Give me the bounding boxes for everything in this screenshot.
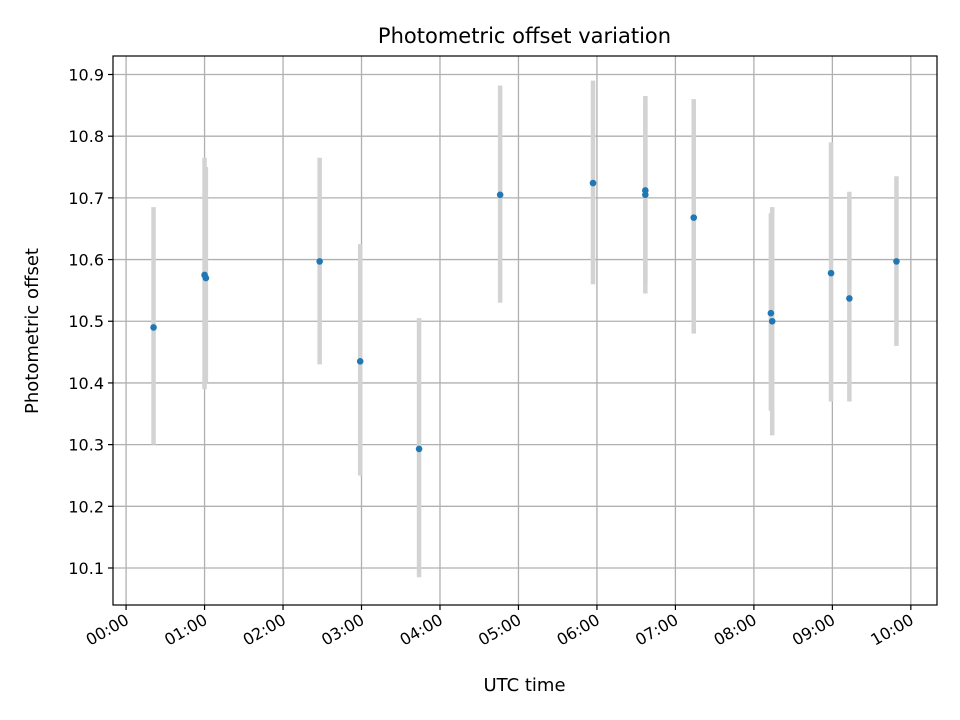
plot-frame [112,55,938,606]
data-point [767,309,775,317]
data-point [642,191,649,199]
x-tick-label: 04:00 [397,610,446,650]
x-tick-label: 09:00 [789,610,838,650]
x-tick-label: 00:00 [83,610,132,650]
x-axis-label: UTC time [483,675,565,696]
data-point [768,317,776,325]
y-tick-label: 10.7 [68,189,104,208]
y-tick-label: 10.2 [68,497,104,516]
x-tick-label: 06:00 [554,610,603,650]
x-tick-label: 07:00 [632,610,681,650]
y-tick-label: 10.6 [68,251,104,270]
data-point [690,214,698,221]
x-tick-label: 05:00 [475,610,524,650]
data-point [827,269,835,277]
y-tick-label: 10.3 [68,436,104,455]
x-tick-label: 03:00 [318,610,367,650]
x-tick-label: 08:00 [710,610,759,650]
data-point [356,358,364,365]
data-point [415,445,423,453]
x-tick-label: 02:00 [240,610,289,650]
data-point [846,295,853,302]
data-point [893,258,900,265]
data-points [150,179,900,453]
x-tick-label: 01:00 [161,610,210,650]
y-tick-label: 10.1 [68,559,104,578]
x-axis-ticks: 00:00 01:00 02:00 03:00 04:00 05:00 06:00 07:00… [83,605,917,650]
chart-title: Photometric offset variation [378,24,671,48]
y-axis-ticks: 10.1 10.2 10.3 10.4 10.5 10.6 10.7 10.8 10.9 [68,66,113,578]
y-tick-label: 10.4 [68,374,104,393]
data-point [496,191,504,199]
data-point [316,258,323,265]
data-point [150,324,157,331]
data-point [202,274,210,282]
error-bars [151,80,899,578]
grid [113,56,937,605]
data-point [589,179,597,187]
x-tick-label: 10:00 [867,610,916,650]
y-tick-label: 10.9 [68,66,104,85]
y-axis-label: Photometric offset [22,248,43,414]
y-tick-label: 10.5 [68,312,104,331]
y-tick-label: 10.8 [68,127,104,146]
